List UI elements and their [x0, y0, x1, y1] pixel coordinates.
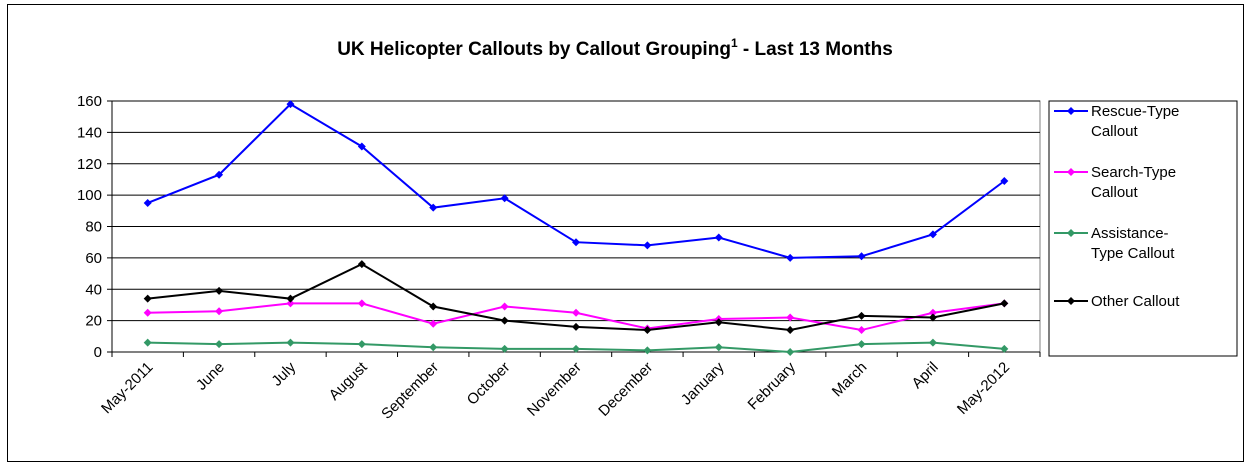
- data-point: [928, 313, 937, 322]
- chart-title-suffix: - Last 13 Months: [738, 39, 893, 60]
- data-point: [286, 338, 295, 347]
- x-tick-label: January: [678, 358, 728, 408]
- y-tick-label: 0: [94, 344, 102, 361]
- data-point: [357, 260, 366, 269]
- data-point: [215, 170, 224, 179]
- legend-label: Type Callout: [1091, 245, 1175, 262]
- y-tick-label: 120: [77, 156, 102, 173]
- legend-label: Callout: [1091, 184, 1139, 201]
- y-tick-label: 140: [77, 124, 102, 141]
- plot-area: 0 20 40 60 80 100 120 140 160 May-2011 June July Aug…: [77, 93, 1041, 423]
- x-tick-label: November: [524, 359, 585, 420]
- data-point: [786, 326, 795, 335]
- data-point: [143, 338, 152, 347]
- data-point: [500, 316, 509, 325]
- legend: Rescue-Type Callout Search-Type Callout Assi…: [1048, 100, 1238, 357]
- legend-label: Callout: [1091, 123, 1139, 140]
- y-tick-label: 160: [77, 93, 102, 110]
- data-point: [1000, 344, 1009, 353]
- data-point: [286, 294, 295, 303]
- legend-label: Search-Type: [1091, 164, 1176, 181]
- legend-swatch-marker: [1067, 297, 1075, 305]
- data-point: [429, 302, 438, 311]
- x-tick-label: February: [745, 358, 800, 413]
- data-point: [928, 308, 937, 317]
- data-point: [786, 348, 795, 356]
- y-tick-label: 80: [85, 219, 102, 236]
- data-point: [500, 302, 509, 311]
- data-point: [643, 346, 652, 355]
- data-point: [500, 194, 509, 203]
- data-point: [643, 326, 652, 335]
- data-point: [928, 230, 937, 239]
- data-point: [714, 318, 723, 327]
- data-point: [572, 322, 580, 331]
- data-point: [928, 338, 937, 347]
- data-point: [786, 253, 795, 262]
- data-point: [857, 326, 866, 335]
- data-point: [786, 313, 795, 322]
- data-point: [714, 343, 723, 352]
- y-tick-label: 40: [85, 281, 102, 298]
- data-point: [143, 198, 152, 207]
- legend-swatch-marker: [1067, 229, 1075, 237]
- data-point: [357, 299, 366, 308]
- x-tick-label: April: [909, 359, 942, 392]
- x-tick-label: October: [464, 359, 514, 409]
- x-tick-label: May-2011: [98, 359, 156, 417]
- data-point: [286, 100, 295, 109]
- legend-label: Assistance-: [1091, 225, 1169, 242]
- x-tick-label: June: [193, 359, 228, 394]
- data-point: [429, 203, 438, 212]
- data-point: [643, 241, 652, 250]
- data-point: [215, 340, 224, 349]
- data-point: [857, 311, 866, 320]
- data-point: [357, 340, 366, 349]
- data-point: [714, 233, 723, 242]
- data-point: [215, 286, 224, 295]
- data-point: [143, 308, 152, 317]
- chart-title: UK Helicopter Callouts by Callout Groupi…: [337, 36, 893, 60]
- data-point: [215, 307, 224, 316]
- data-point: [572, 344, 580, 353]
- data-point: [1000, 177, 1009, 186]
- x-tick-label: August: [326, 358, 372, 404]
- legend-label: Rescue-Type: [1091, 103, 1179, 120]
- y-tick-label: 20: [85, 313, 102, 330]
- data-point: [857, 252, 866, 261]
- chart-title-main: UK Helicopter Callouts by Callout Groupi…: [337, 39, 731, 60]
- legend-box: [1048, 100, 1238, 357]
- legend-swatch-marker: [1067, 107, 1075, 115]
- legend-swatch-marker: [1067, 168, 1075, 176]
- y-tick-label: 100: [77, 187, 102, 204]
- data-point: [429, 343, 438, 352]
- y-tick-label: 60: [85, 250, 102, 267]
- data-point: [286, 299, 295, 308]
- x-tick-label: March: [829, 359, 870, 400]
- data-point: [357, 142, 366, 151]
- x-tick-label: July: [268, 358, 299, 389]
- data-point: [429, 319, 438, 328]
- data-point: [572, 238, 580, 247]
- data-point: [143, 294, 152, 303]
- x-tick-label: May-2012: [954, 359, 1013, 418]
- chart-title-superscript: 1: [731, 36, 738, 50]
- x-tick-label: December: [595, 359, 656, 420]
- data-point: [1000, 299, 1009, 308]
- data-point: [500, 344, 509, 353]
- legend-label: Other Callout: [1091, 293, 1180, 310]
- x-tick-label: September: [378, 359, 442, 423]
- data-point: [857, 340, 866, 349]
- data-point: [572, 308, 580, 317]
